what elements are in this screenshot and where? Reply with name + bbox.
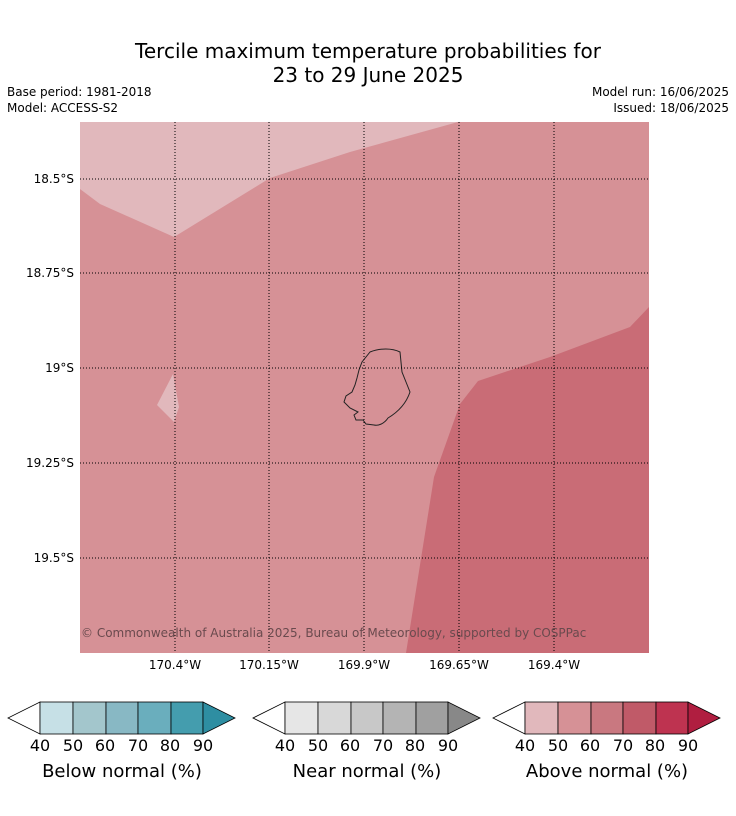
colorbar-tick: 70	[127, 736, 149, 755]
colorbar-segment	[655, 701, 689, 735]
colorbar-segment	[317, 701, 352, 735]
colorbar-max-arrow	[687, 701, 721, 735]
colorbar-tick: 70	[372, 736, 394, 755]
colorbar-segment	[590, 701, 624, 735]
lon-label: 169.4°W	[527, 658, 581, 672]
colorbar-segment	[382, 701, 417, 735]
colorbar-segment	[284, 701, 319, 735]
colorbar-segment	[415, 701, 449, 735]
colorbar-segment	[350, 701, 384, 735]
lat-label: 19.5°S	[33, 551, 74, 565]
lat-label: 19.25°S	[26, 456, 74, 470]
above-normal-60-70-region	[406, 307, 649, 653]
above-normal-40-50-patch	[157, 374, 179, 422]
colorbar-below-normal-graphic	[7, 701, 236, 735]
colorbar-title-above-normal: Above normal (%)	[525, 761, 689, 782]
lon-label: 169.65°W	[429, 658, 489, 672]
base-period-label: Base period: 1981-2018	[7, 85, 152, 99]
chart-title-line-2: 23 to 29 June 2025	[272, 63, 464, 87]
colorbar-tick: 80	[644, 736, 666, 755]
colorbar-tick: 40	[514, 736, 536, 755]
island-coastline	[343, 348, 411, 426]
model-run-label: Model run: 16/06/2025	[591, 85, 729, 99]
issued-label: Issued: 18/06/2025	[613, 101, 729, 115]
lon-label: 170.15°W	[239, 658, 299, 672]
colorbar-min-arrow	[7, 701, 41, 735]
colorbar-tick: 50	[547, 736, 569, 755]
colorbar-max-arrow	[447, 701, 481, 735]
copyright-notice: © Commonwealth of Australia 2025, Bureau…	[81, 626, 587, 640]
above-normal-40-50-region	[80, 122, 458, 237]
lon-label: 170.4°W	[148, 658, 202, 672]
colorbar-tick: 50	[62, 736, 84, 755]
probability-map	[80, 122, 649, 653]
colorbar-tick: 40	[29, 736, 51, 755]
colorbar-tick: 90	[437, 736, 459, 755]
model-label: Model: ACCESS-S2	[7, 101, 119, 115]
colorbar-title-near-normal: Near normal (%)	[292, 761, 442, 782]
colorbar-segment	[524, 701, 559, 735]
colorbar-tick: 80	[159, 736, 181, 755]
colorbar-tick: 40	[274, 736, 296, 755]
colorbar-near-normal-graphic	[252, 701, 481, 735]
colorbar-segment	[170, 701, 204, 735]
colorbar-tick: 60	[94, 736, 116, 755]
colorbar-tick: 60	[339, 736, 361, 755]
colorbar-segment	[137, 701, 172, 735]
colorbar-segment	[72, 701, 107, 735]
lon-label: 169.9°W	[337, 658, 391, 672]
colorbar-tick: 90	[677, 736, 699, 755]
chart-title-line-1: Tercile maximum temperature probabilitie…	[135, 39, 601, 63]
colorbar-above-normal-graphic	[492, 701, 721, 735]
colorbar-tick: 80	[404, 736, 426, 755]
colorbar-segment	[557, 701, 592, 735]
lat-label: 19°S	[45, 361, 74, 375]
colorbar-tick: 60	[579, 736, 601, 755]
colorbar-tick: 50	[307, 736, 329, 755]
colorbar-tick: 70	[612, 736, 634, 755]
lat-label: 18.5°S	[33, 172, 74, 186]
graticule	[80, 122, 649, 653]
colorbar-title-below-normal: Below normal (%)	[42, 761, 202, 782]
colorbar-segment	[39, 701, 74, 735]
colorbar-segment	[622, 701, 657, 735]
lat-label: 18.75°S	[26, 266, 74, 280]
colorbar-max-arrow	[202, 701, 236, 735]
colorbar-segment	[105, 701, 139, 735]
colorbar-tick: 90	[192, 736, 214, 755]
colorbar-min-arrow	[252, 701, 286, 735]
colorbar-min-arrow	[492, 701, 526, 735]
